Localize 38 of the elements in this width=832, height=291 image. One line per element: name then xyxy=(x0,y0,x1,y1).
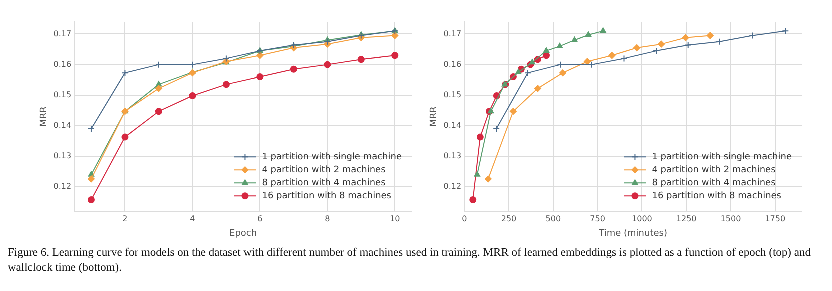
y-tick-label: 0.15 xyxy=(54,90,72,100)
y-tick-label: 0.15 xyxy=(444,90,462,100)
x-tick-label: 8 xyxy=(325,214,330,224)
x-tick-label: 0 xyxy=(462,214,468,224)
legend-label: 8 partition with 4 machines xyxy=(652,178,776,188)
x-tick-label: 750 xyxy=(590,214,606,224)
y-tick-label: 0.16 xyxy=(444,60,462,69)
y-tick-label: 0.14 xyxy=(54,121,72,130)
y-tick-label: 0.17 xyxy=(54,29,72,38)
x-tick-label: 1250 xyxy=(676,214,697,224)
legend-label: 8 partition with 4 machines xyxy=(262,178,386,188)
x-tick-label: 4 xyxy=(190,214,196,224)
y-tick-label: 0.12 xyxy=(54,182,72,192)
x-tick-label: 6 xyxy=(258,214,263,224)
x-axis-title: Epoch xyxy=(230,228,258,239)
x-tick-label: 250 xyxy=(501,214,517,224)
x-axis-title: Time (minutes) xyxy=(598,228,668,239)
x-tick-label: 500 xyxy=(546,214,562,224)
legend-label: 16 partition with 8 machines xyxy=(262,191,392,202)
legend-label: 16 partition with 8 machines xyxy=(652,191,782,202)
x-tick-label: 2 xyxy=(122,214,128,224)
x-tick-label: 10 xyxy=(390,214,400,224)
y-tick-label: 0.14 xyxy=(444,121,462,130)
x-tick-label: 1000 xyxy=(632,214,652,224)
y-tick-label: 0.12 xyxy=(444,182,462,192)
y-axis-title: MRR xyxy=(430,106,440,127)
y-tick-label: 0.13 xyxy=(444,152,462,161)
y-tick-label: 0.17 xyxy=(444,29,462,38)
legend-label: 1 partition with single machine xyxy=(652,152,792,162)
y-tick-label: 0.16 xyxy=(54,60,72,69)
legend-label: 4 partition with 2 machines xyxy=(262,165,386,176)
y-tick-label: 0.13 xyxy=(54,152,72,161)
caption: Figure 6. Learning curve for models on the dataset with different number of machines used in training. MRR of learned embeddings is plotted as a function of epoch (top) and wallclock time (bottom). xyxy=(8,246,812,276)
x-tick-label: 1750 xyxy=(765,214,786,224)
y-axis-title: MRR xyxy=(40,106,50,127)
x-tick-label: 1500 xyxy=(720,214,742,224)
legend-label: 1 partition with single machine xyxy=(262,152,402,162)
legend-label: 4 partition with 2 machines xyxy=(652,165,776,176)
